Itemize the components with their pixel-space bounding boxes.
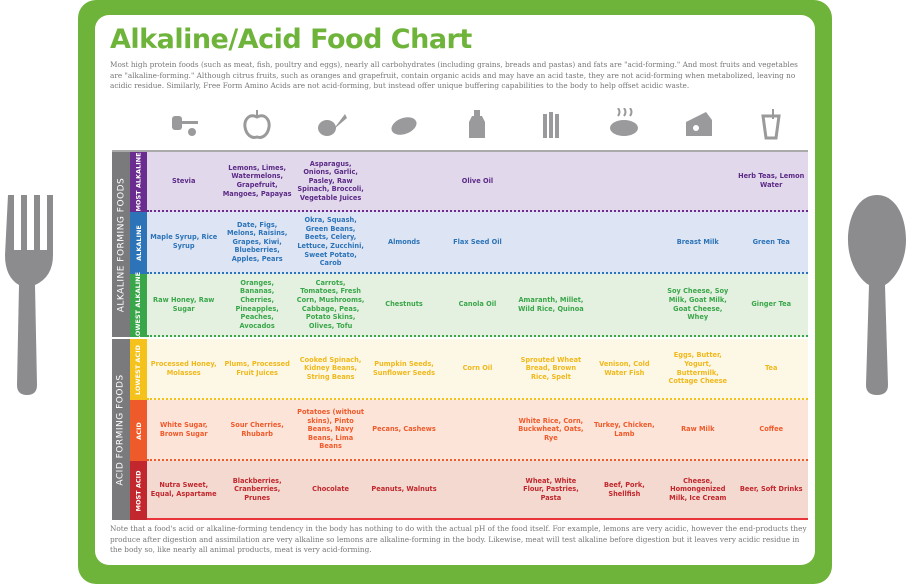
food-cell: Stevia [172, 176, 196, 185]
food-cell: Beef, Pork, Shellfish [603, 480, 645, 498]
vegetables-icon [294, 104, 367, 144]
food-cell: Chocolate [312, 485, 350, 494]
row-lowest-acid: LOWEST ACID Processed Honey, Molasses Plum… [130, 339, 808, 400]
food-cell: Wheat, White Flour, Pastries, Pasta [523, 476, 579, 502]
food-cell: Asparagus, Onions, Garlic, Pasley, Raw S… [297, 159, 364, 202]
food-cell: Beer, Soft Drinks [739, 485, 803, 494]
food-cell [514, 212, 587, 272]
food-cell: Ginger Tea [751, 300, 792, 309]
food-cell: Maple Syrup, Rice Syrup [150, 233, 218, 250]
food-cell [441, 461, 514, 518]
row-label: LOWEST ACID [134, 344, 143, 395]
row-cells: White Sugar, Brown Sugar Sour Cherries, R… [147, 400, 808, 461]
food-cell [661, 152, 734, 210]
food-cell: Pumpkin Seeds, Sunflower Seeds [373, 359, 436, 377]
row-band: LOWEST ALKALINE [130, 271, 147, 340]
food-cell: Sprouted Wheat Bread, Brown Rice, Spelt [520, 355, 582, 381]
food-cell: Pecans, Cashews [372, 425, 436, 434]
honey-dipper-icon [147, 104, 220, 144]
food-cell: Plums, Processed Fruit Juices [224, 359, 290, 377]
row-band: ACID [130, 400, 147, 461]
food-cell [588, 212, 661, 272]
row-band: MOST ACID [130, 461, 147, 520]
group-label: ALKALINE FORMING FOODS [116, 177, 127, 312]
page-title: Alkaline/Acid Food Chart [110, 24, 472, 55]
row-label: LOWEST ALKALINE [134, 271, 143, 340]
food-cell: Peanuts, Walnuts [371, 485, 437, 494]
food-cell: Turkey, Chicken, Lamb [594, 420, 655, 438]
row-most-alkaline: MOST ALKALINE Stevia Lemons, Limes, Waterm… [130, 152, 808, 212]
group-label: ACID FORMING FOODS [116, 373, 126, 486]
food-cell: Oranges, Bananas, Cherries, Pineapples, … [235, 278, 279, 330]
food-cell: Venison, Cold Water Fish [599, 359, 650, 377]
grain-icon [514, 104, 587, 144]
food-cell: Okra, Squash, Green Beans, Beets, Celery… [297, 216, 364, 268]
food-cell: White Sugar, Brown Sugar [159, 420, 208, 438]
beverage-icon [735, 104, 808, 144]
food-cell: Sour Cherries, Rhubarb [230, 420, 284, 438]
spoon-icon [848, 195, 906, 395]
row-alkaline: ALKALINE Maple Syrup, Rice Syrup Date, Fig… [130, 212, 808, 274]
row-band: ALKALINE [130, 212, 147, 274]
food-cell: Herb Teas, Lemon Water [738, 172, 805, 189]
food-cell: Flax Seed Oil [453, 237, 502, 246]
row-cells: Nutra Sweet, Equal, Aspartame Blackberrie… [147, 461, 808, 520]
row-band: LOWEST ACID [130, 339, 147, 400]
food-cell: Raw Milk [681, 425, 715, 434]
food-cell: Canola Oil [458, 300, 497, 309]
intro-text: Most high protein foods (such as meat, f… [110, 60, 798, 90]
food-cell [588, 274, 661, 335]
food-chart-table: ALKALINE FORMING FOODS ACID FORMING FOOD… [112, 150, 808, 520]
oil-bottle-icon [441, 104, 514, 144]
food-cell [514, 152, 587, 210]
food-cell: Tea [764, 364, 778, 373]
row-label: MOST ACID [134, 470, 143, 511]
food-cell: Soy Cheese, Soy Milk, Goat Milk, Goat Ch… [667, 287, 729, 322]
food-cell: Blackberries, Cranberries, Prunes [232, 476, 282, 502]
food-cell: Potatoes (without skins), Pinto Beans, N… [297, 408, 365, 451]
food-cell: Cooked Spinach, Kidney Beans, String Bea… [299, 355, 362, 381]
food-cell: Lemons, Limes, Watermelons, Grapefruit, … [222, 163, 292, 198]
column-icons [147, 104, 808, 144]
food-cell: Breast Milk [676, 237, 719, 246]
row-label: ALKALINE [134, 225, 143, 261]
row-cells: Processed Honey, Molasses Plums, Processe… [147, 339, 808, 400]
food-cell: Chestnuts [385, 300, 423, 309]
fork-icon [5, 195, 53, 395]
row-label: ACID [134, 421, 143, 440]
food-cell: Green Tea [752, 237, 790, 246]
food-cell: Processed Honey, Molasses [150, 359, 217, 377]
food-cell: White Rice, Corn, Buckwheat, Oats, Rye [518, 416, 584, 442]
row-most-acid: MOST ACID Nutra Sweet, Equal, Aspartame Bl… [130, 461, 808, 520]
steak-icon [588, 104, 661, 144]
food-cell: Raw Honey, Raw Sugar [153, 295, 215, 313]
apple-icon [220, 104, 293, 144]
group-alkaline: ALKALINE FORMING FOODS [112, 152, 130, 337]
food-cell: Olive Oil [461, 176, 494, 185]
food-cell: Date, Figs, Melons, Raisins, Grapes, Kiw… [226, 220, 288, 263]
row-cells: Raw Honey, Raw Sugar Oranges, Bananas, Ch… [147, 274, 808, 337]
food-cell: Eggs, Butter, Yogurt, Buttermilk, Cottag… [668, 351, 728, 386]
food-cell [441, 400, 514, 459]
food-cell: Coffee [759, 425, 784, 434]
food-cell: Almonds [387, 237, 421, 246]
food-cell: Cheese, Homongenized Milk, Ice Cream [669, 476, 727, 502]
footnote-text: Note that a food's acid or alkaline-form… [110, 524, 807, 554]
food-cell [367, 152, 440, 210]
cheese-icon [661, 104, 734, 144]
row-cells: Stevia Lemons, Limes, Watermelons, Grapef… [147, 152, 808, 212]
food-cell: Nutra Sweet, Equal, Aspartame [150, 480, 217, 498]
food-cell: Carrots, Tomatoes, Fresh Corn, Mushrooms… [296, 278, 365, 330]
food-cell: Corn Oil [462, 364, 493, 373]
row-band: MOST ALKALINE [130, 152, 147, 212]
row-cells: Maple Syrup, Rice Syrup Date, Figs, Melon… [147, 212, 808, 274]
food-cell: Amaranth, Millet, Wild Rice, Quinoa [518, 295, 584, 313]
row-label: MOST ALKALINE [134, 152, 143, 212]
row-acid: ACID White Sugar, Brown Sugar Sour Cherrie… [130, 400, 808, 461]
group-acid: ACID FORMING FOODS [112, 339, 130, 520]
food-cell [588, 152, 661, 210]
row-lowest-alkaline: LOWEST ALKALINE Raw Honey, Raw Sugar Orang… [130, 271, 808, 340]
nut-icon [367, 104, 440, 144]
